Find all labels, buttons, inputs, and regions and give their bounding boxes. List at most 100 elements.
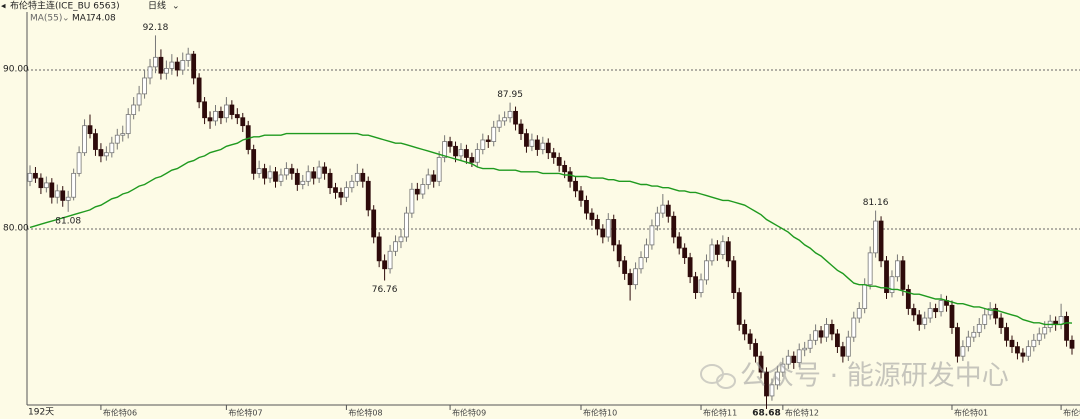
candle-body <box>474 149 480 163</box>
period-caret[interactable]: ⌄ <box>172 2 180 12</box>
back-arrow[interactable]: ◂ <box>1 2 6 12</box>
candle-body <box>207 117 213 122</box>
candle-body <box>578 190 584 201</box>
candle-body <box>294 172 300 185</box>
candle-body <box>955 327 960 357</box>
candle-body <box>600 228 606 238</box>
candle-body <box>993 308 999 319</box>
candle-body <box>649 225 655 246</box>
candle-body <box>938 300 944 313</box>
period-select[interactable]: 日线 <box>148 0 166 12</box>
candle-body <box>333 187 338 193</box>
y-tick-label: 90.00 <box>3 65 29 75</box>
candle-body <box>791 355 797 363</box>
candle-body <box>976 323 982 333</box>
extreme-label: 92.18 <box>143 23 169 33</box>
candle-body <box>158 56 164 74</box>
candle-body <box>840 346 846 357</box>
candle-body <box>453 145 458 157</box>
candle-body <box>698 279 704 294</box>
candle-body <box>529 139 535 147</box>
candle-body <box>142 77 147 95</box>
candle-body <box>660 204 666 214</box>
candle-body <box>736 292 742 325</box>
candle-body <box>431 174 437 182</box>
candle-body <box>605 219 611 238</box>
candle-body <box>54 190 60 198</box>
indicator-name[interactable]: MA(55) <box>30 14 62 24</box>
candle-body <box>49 182 55 198</box>
candle-body <box>191 53 197 79</box>
candle-body <box>775 371 780 386</box>
candle-body <box>780 363 786 373</box>
candle-body <box>895 260 900 278</box>
candle-body <box>998 317 1004 328</box>
candle-body <box>234 114 240 119</box>
candle-body <box>169 61 175 69</box>
candle-body <box>38 177 44 189</box>
candle-body <box>856 308 862 319</box>
candle-body <box>1036 333 1042 341</box>
candle-body <box>174 61 180 71</box>
ma-legend-value: 74.08 <box>90 14 116 24</box>
indicator-caret[interactable]: ⌄ <box>62 14 70 24</box>
candle-body <box>507 110 513 119</box>
candle-body <box>223 104 229 119</box>
x-tick-label: 布伦特08 <box>348 408 382 418</box>
candle-body <box>802 347 808 351</box>
candle-body <box>589 212 595 220</box>
candle-body <box>813 330 818 341</box>
candle-body <box>878 220 884 262</box>
ma-legend-name: MA1 <box>72 14 92 24</box>
candle-body <box>480 139 486 150</box>
watermark: 公众号 · 能源研发中心 <box>700 361 1009 392</box>
candle-body <box>922 317 928 325</box>
candle-body <box>693 276 698 294</box>
candle-body <box>344 187 349 198</box>
candle-body <box>676 236 682 249</box>
extreme-label: 68.68 <box>752 409 780 419</box>
candle-body <box>1004 327 1009 341</box>
candle-body <box>349 180 355 189</box>
candle-body <box>376 236 382 262</box>
instrument-title[interactable]: 布伦特主连(ICE_BU 6563) <box>10 0 120 12</box>
candle-body <box>1031 339 1037 348</box>
x-tick-label: 布伦特10 <box>583 408 617 418</box>
candle-body <box>594 219 600 230</box>
extreme-label: 81.16 <box>863 198 889 208</box>
x-tick-label: 布伦特 <box>1063 408 1080 418</box>
candle-body <box>267 171 273 179</box>
candle-body <box>949 304 955 328</box>
candle-body <box>824 323 829 338</box>
candle-body <box>567 171 573 182</box>
candle-body <box>420 184 426 195</box>
candle-body <box>1020 352 1026 357</box>
candle-body <box>933 308 939 313</box>
candle-body <box>818 330 824 338</box>
extreme-label: 81.08 <box>55 216 81 226</box>
candle-body <box>398 236 404 243</box>
candle-body <box>758 355 764 373</box>
candle-body <box>518 123 524 135</box>
extreme-label: 76.76 <box>372 285 398 295</box>
candle-body <box>305 171 311 182</box>
y-tick-label: 80.00 <box>3 224 29 234</box>
candle-body <box>300 180 306 185</box>
candle-body <box>731 260 737 294</box>
candle-body <box>469 157 475 163</box>
candle-body <box>616 244 622 262</box>
candle-body <box>327 172 333 189</box>
x-tick-label: 布伦特12 <box>785 408 819 418</box>
candle-body <box>202 101 207 119</box>
candle-body <box>196 77 202 103</box>
candle-body <box>611 219 617 246</box>
candle-body <box>584 199 589 214</box>
candle-body <box>213 110 218 122</box>
candle-body <box>911 308 917 316</box>
candle-body <box>180 60 186 71</box>
candle-body <box>496 120 502 128</box>
candle-body <box>109 142 115 154</box>
candle-body <box>687 257 693 278</box>
candle-body <box>524 133 529 147</box>
candle-body <box>273 171 278 182</box>
